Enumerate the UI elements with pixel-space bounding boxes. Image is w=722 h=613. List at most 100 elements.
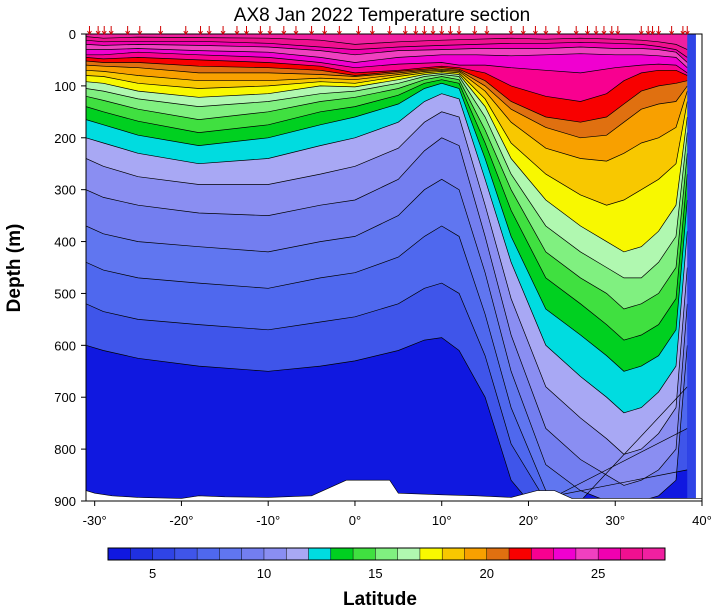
station-arrow [650,30,655,35]
isotherm-22 [86,57,688,102]
isotherm-9 [86,178,688,501]
x-tick-label: -20° [169,513,193,528]
station-arrow [257,30,263,35]
station-arrow [336,30,342,35]
station-arrow [508,30,514,35]
isotherm-25 [86,44,688,63]
station-arrow [656,30,662,35]
colorbar-tick-label: 15 [368,566,382,581]
isotherm-24 [86,48,688,68]
colorbar-segment [464,548,487,560]
station-arrow [387,30,393,35]
colorbar-segment [642,548,665,560]
colorbar-segment [375,548,398,560]
station-arrow [322,30,328,35]
station-arrow [101,30,107,35]
chart-title: AX8 Jan 2022 Temperature section [234,5,530,26]
no-data-edge [695,34,702,501]
station-arrow [520,30,526,35]
station-arrow [206,30,212,35]
y-tick-label: 600 [54,338,76,353]
colorbar-tick-label: 20 [480,566,494,581]
colorbar-segment [553,548,576,560]
colorbar-segment [486,548,510,560]
station-arrow [439,30,445,35]
isotherm-14 [86,79,688,341]
colorbar-segment [241,548,264,560]
station-arrow [533,30,538,35]
station-markers [87,26,690,35]
station-arrow [573,30,579,35]
colorbar-tick-label: 25 [591,566,605,581]
colorbar-tick-label: 5 [149,566,156,581]
station-arrow [309,30,314,35]
colorbar-segment [353,548,376,560]
colorbar-segment [219,548,242,560]
isotherm-16 [86,74,688,279]
station-arrow [158,30,164,35]
isotherm-11 [86,111,688,455]
x-tick-label: 20° [519,513,539,528]
station-arrow [447,30,453,35]
colorbar-tick-label: 10 [257,566,271,581]
isotherm-13 [86,82,688,372]
x-tick-label: 0° [349,513,361,528]
colorbar-label: Latitude [343,589,417,610]
colorbar-segment [308,548,331,560]
y-tick-label: 200 [54,131,76,146]
station-arrow [95,30,101,35]
colorbar-segment [330,548,354,560]
isotherm-26 [86,39,688,58]
station-arrow [108,30,114,35]
colorbar-segment [108,548,131,560]
station-arrow [609,30,615,35]
station-arrow [87,30,92,35]
station-arrow [267,30,273,35]
colorbar-segment [197,548,220,560]
colorbar-segment [263,548,287,560]
colorbar-segment [286,548,309,560]
colorbar: 5 10 15 20 25 [107,547,666,581]
station-arrow [220,30,226,35]
station-arrow [615,30,621,35]
colorbar-segment [575,548,599,560]
station-arrow [669,30,675,35]
y-tick-label: 400 [54,235,76,250]
colorbar-segment [531,548,554,560]
station-arrow [556,30,562,35]
isotherm-6 [86,337,688,501]
station-arrow [198,30,203,35]
isotherm-8 [86,225,688,501]
station-arrow [543,30,549,35]
station-arrow [281,30,287,35]
y-tick-label: 700 [54,390,76,405]
colorbar-segment [419,548,443,560]
isotherm-15 [86,76,688,310]
station-arrow [234,30,240,35]
isotherm-18 [86,71,688,206]
station-arrow [484,30,490,35]
plot-frame [85,33,703,502]
colorbar-segment [442,548,465,560]
station-arrow [293,30,299,35]
y-axis-label: Depth (m) [4,224,25,313]
x-tick-label: -10° [256,513,280,528]
station-arrow [125,30,131,35]
isotherm-19 [86,69,688,162]
colorbar-segment [397,548,420,560]
station-arrow [684,30,690,35]
station-arrow [421,30,427,35]
x-tick-label: 10° [432,513,452,528]
isotherm-10 [86,137,688,486]
station-arrow [593,30,599,35]
y-tick-label: 100 [54,79,76,94]
x-tick-label: 30° [605,513,625,528]
colorbar-segment [509,548,532,560]
isotherm-21 [86,60,688,123]
bottom-mask [86,479,702,501]
y-tick-label: 800 [54,442,76,457]
station-arrow [369,30,375,35]
colorbar-segment [152,548,175,560]
colorbar-segment [620,548,643,560]
